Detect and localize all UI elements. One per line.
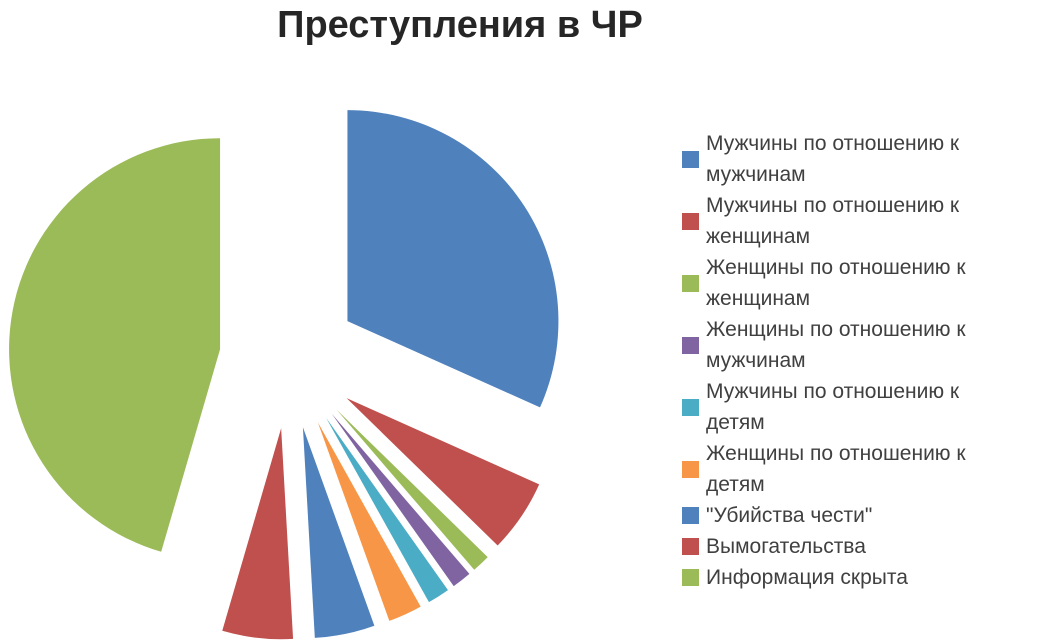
legend-label: Мужчины по отношению к мужчинам: [706, 132, 960, 186]
legend-swatch: [682, 460, 699, 478]
pie-slice-5[interactable]: [317, 422, 421, 621]
legend-item-3[interactable]: Женщины по отношению к мужчинам: [682, 314, 1038, 376]
pie-slice-7[interactable]: [222, 428, 294, 640]
legend: Мужчины по отношению к мужчинам Мужчины п…: [682, 128, 1038, 593]
pie-slice-6[interactable]: [302, 427, 375, 638]
legend-swatch: [682, 398, 699, 416]
legend-item-0[interactable]: Мужчины по отношению к мужчинам: [682, 128, 1038, 190]
pie-slice-1[interactable]: [346, 398, 540, 546]
legend-item-6[interactable]: "Убийства чести": [682, 500, 1038, 531]
legend-swatch: [682, 212, 699, 230]
pie-slice-4[interactable]: [326, 417, 448, 603]
legend-item-4[interactable]: Мужчины по отношению к детям: [682, 376, 1038, 438]
legend-label: Женщины по отношению к детям: [706, 442, 966, 496]
pie-slice-8[interactable]: [9, 138, 221, 552]
pie-slice-2[interactable]: [336, 409, 488, 570]
legend-item-8[interactable]: Информация скрыта: [682, 562, 1038, 593]
legend-swatch: [682, 336, 699, 354]
legend-swatch: [682, 150, 699, 168]
legend-label: "Убийства чести": [706, 504, 873, 527]
legend-label: Женщины по отношению к мужчинам: [706, 318, 966, 372]
pie-slice-3[interactable]: [331, 413, 470, 587]
legend-item-1[interactable]: Мужчины по отношению к женщинам: [682, 190, 1038, 252]
chart-title: Преступления в ЧР: [277, 4, 643, 46]
legend-item-5[interactable]: Женщины по отношению к детям: [682, 438, 1038, 500]
legend-label: Информация скрыта: [706, 566, 908, 589]
legend-label: Мужчины по отношению к женщинам: [706, 194, 960, 248]
legend-label: Вымогательства: [706, 535, 866, 558]
legend-label: Мужчины по отношению к детям: [706, 380, 960, 434]
pie-slice-0[interactable]: [347, 110, 559, 408]
legend-item-7[interactable]: Вымогательства: [682, 531, 1038, 562]
pie-chart: [9, 110, 559, 640]
legend-swatch: [682, 274, 699, 292]
legend-swatch: [682, 569, 699, 586]
legend-swatch: [682, 507, 699, 524]
legend-swatch: [682, 538, 699, 555]
legend-item-2[interactable]: Женщины по отношению к женщинам: [682, 252, 1038, 314]
legend-label: Женщины по отношению к женщинам: [706, 256, 966, 310]
